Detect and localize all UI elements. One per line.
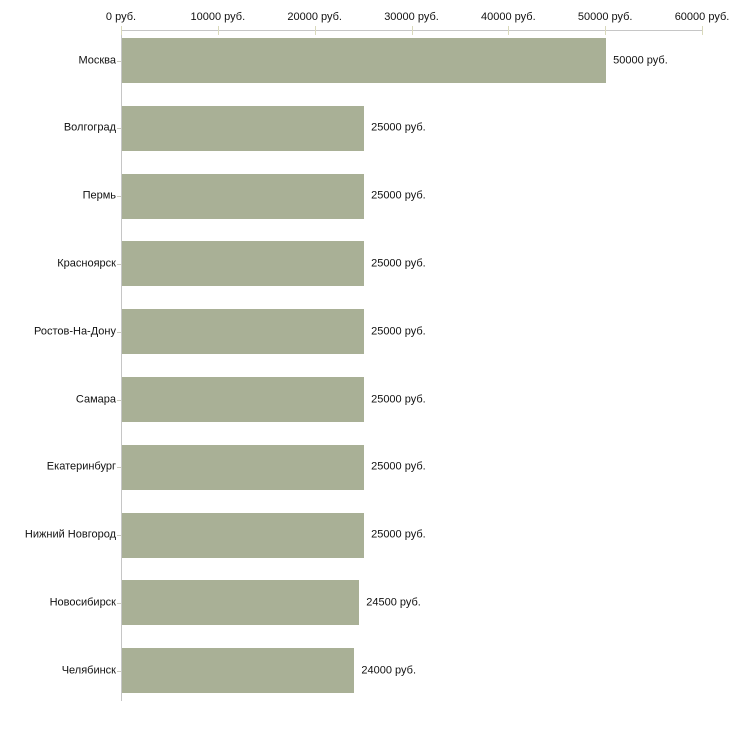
y-tick-mark (117, 467, 121, 468)
value-label: 25000 руб. (371, 325, 426, 338)
category-label: Челябинск (61, 664, 116, 677)
value-label: 25000 руб. (371, 189, 426, 202)
y-tick-mark (117, 196, 121, 197)
value-label: 25000 руб. (371, 460, 426, 473)
bar (122, 309, 365, 355)
value-label: 24000 руб. (361, 664, 417, 677)
value-label: 25000 руб. (371, 121, 426, 134)
y-tick-mark (117, 535, 121, 536)
bar (122, 241, 365, 287)
bar (122, 512, 365, 558)
y-tick-mark (117, 332, 121, 333)
bar (122, 580, 360, 626)
x-tick-label: 20000 руб. (287, 11, 342, 23)
x-tick-mark (315, 26, 316, 35)
category-label: Пермь (82, 189, 116, 202)
category-label: Новосибирск (49, 596, 116, 609)
x-tick-mark (218, 26, 219, 35)
y-tick-mark (117, 400, 121, 401)
x-tick-mark (702, 26, 703, 35)
x-tick-mark (605, 26, 606, 35)
x-tick-mark (121, 26, 122, 35)
x-tick-label: 10000 руб. (190, 11, 246, 23)
bar (122, 444, 365, 490)
y-tick-mark (117, 128, 121, 129)
y-tick-mark (117, 264, 121, 265)
category-label: Волгоград (63, 121, 116, 134)
x-tick-label: 30000 руб. (384, 11, 439, 23)
x-tick-label: 0 руб. (105, 11, 137, 23)
x-tick-label: 40000 руб. (481, 11, 536, 23)
bar (122, 38, 607, 83)
category-label: Москва (78, 54, 116, 66)
bar (122, 173, 365, 219)
value-label: 24500 руб. (366, 596, 421, 609)
category-label: Нижний Новгород (24, 528, 116, 541)
value-label: 25000 руб. (371, 257, 426, 270)
y-axis-line (121, 30, 122, 701)
value-label: 50000 руб. (613, 54, 668, 66)
value-label: 25000 руб. (371, 528, 426, 541)
x-tick-mark (508, 26, 509, 35)
category-label: Екатеринбург (46, 460, 116, 473)
category-label: Самара (75, 393, 116, 405)
y-tick-mark (117, 603, 121, 604)
x-tick-label: 50000 руб. (577, 11, 633, 23)
y-tick-mark (117, 61, 121, 62)
category-label: Красноярск (57, 257, 116, 270)
y-tick-mark (117, 671, 121, 672)
bar (122, 105, 365, 151)
category-label: Ростов-На-Дону (33, 325, 116, 338)
x-tick-mark (412, 26, 413, 35)
x-tick-label: 60000 руб. (674, 11, 730, 23)
value-label: 25000 руб. (371, 393, 426, 405)
bar (122, 648, 355, 694)
bar (122, 377, 365, 422)
